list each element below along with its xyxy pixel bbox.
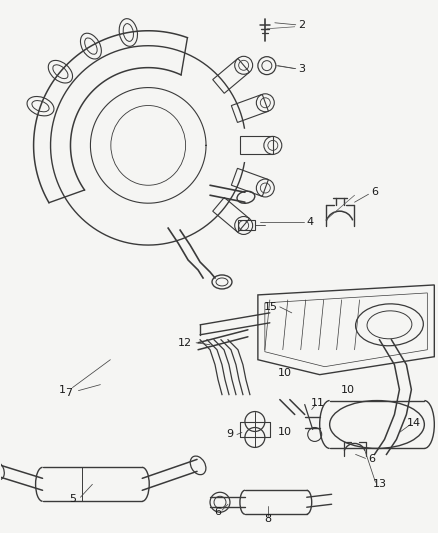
Text: 14: 14 bbox=[407, 417, 421, 427]
Text: 6: 6 bbox=[368, 455, 375, 464]
Text: 1: 1 bbox=[59, 385, 66, 394]
Text: 5: 5 bbox=[69, 494, 76, 504]
Text: 13: 13 bbox=[372, 479, 386, 489]
Text: 9: 9 bbox=[226, 430, 233, 440]
Text: 7: 7 bbox=[65, 387, 72, 398]
Text: 10: 10 bbox=[341, 385, 355, 394]
Text: 12: 12 bbox=[178, 338, 192, 348]
Text: 8: 8 bbox=[264, 514, 272, 524]
Text: 10: 10 bbox=[278, 427, 292, 438]
Text: 6: 6 bbox=[371, 187, 378, 197]
Text: 4: 4 bbox=[306, 217, 313, 227]
Text: 11: 11 bbox=[311, 398, 325, 408]
Text: 6: 6 bbox=[215, 507, 222, 517]
Text: 10: 10 bbox=[278, 368, 292, 378]
Text: 15: 15 bbox=[264, 302, 278, 312]
Text: 3: 3 bbox=[298, 63, 305, 74]
Text: 2: 2 bbox=[298, 20, 305, 30]
